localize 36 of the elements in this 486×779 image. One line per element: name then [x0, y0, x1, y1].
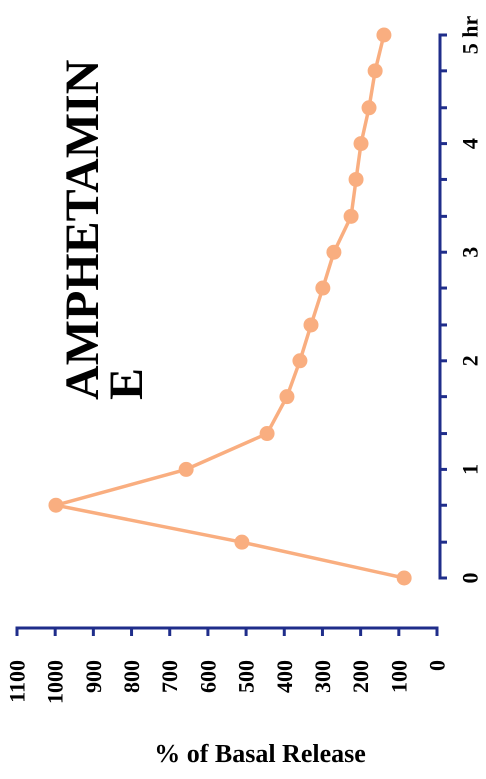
point: [344, 208, 359, 224]
point: [279, 389, 294, 404]
y-tick-label: 1: [458, 464, 482, 475]
point: [348, 172, 364, 187]
x-tick-label: 800: [119, 660, 144, 693]
point: [292, 353, 308, 368]
y-tick-label: 5 hr: [458, 16, 482, 54]
x-axis-title: % of Basal Release: [154, 739, 366, 768]
x-tick-label: 0: [424, 660, 450, 671]
text: AMPHETAMINE: [56, 59, 153, 400]
x-tick-label: 100: [386, 660, 412, 693]
x-tick-label: 600: [195, 660, 220, 693]
x-tick-label: 400: [272, 660, 297, 693]
point: [260, 426, 275, 442]
x-tick-label: 1000: [42, 660, 68, 704]
point: [368, 63, 383, 78]
point: [376, 28, 392, 42]
x-tick-label: 900: [80, 660, 106, 693]
point: [396, 570, 412, 586]
point: [326, 244, 342, 260]
x-tick-label: 500: [234, 660, 259, 693]
point: [315, 280, 330, 296]
x-tick-label: 300: [310, 660, 335, 693]
y-tick-label: 3: [458, 246, 482, 258]
y-tick-label: 4: [458, 138, 482, 150]
x-tick-label: 200: [348, 660, 374, 693]
point: [178, 462, 194, 477]
point: [234, 534, 250, 550]
point: [354, 136, 369, 152]
point: [48, 498, 64, 513]
y-tick-label: 2: [458, 355, 482, 366]
point: [362, 100, 377, 116]
y-tick-label: 0: [458, 572, 482, 584]
point: [304, 317, 318, 332]
x-tick-label: 1100: [4, 660, 30, 703]
x-tick-label: 700: [157, 660, 182, 693]
